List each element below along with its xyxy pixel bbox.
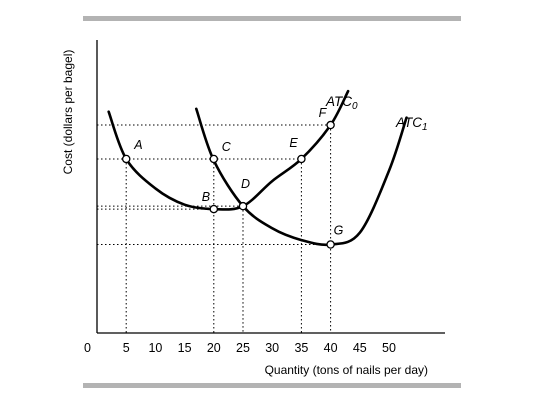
atc0-label-sub: 0 bbox=[352, 101, 358, 112]
x-tick-label: 10 bbox=[148, 341, 162, 355]
x-tick-label: 5 bbox=[123, 341, 130, 355]
point-label-d: D bbox=[241, 177, 250, 191]
x-tick-label: 30 bbox=[265, 341, 279, 355]
points: A B C D E F G bbox=[121, 106, 344, 249]
atc1-label: ATC1 bbox=[395, 115, 428, 133]
origin-label: 0 bbox=[84, 341, 91, 355]
point-e bbox=[297, 154, 306, 164]
point-b bbox=[209, 204, 219, 214]
atc0-label-main: ATC bbox=[325, 94, 352, 109]
point-a bbox=[121, 154, 131, 164]
x-tick-label: 40 bbox=[324, 341, 338, 355]
y-axis-label: Cost (dollars per bagel) bbox=[61, 50, 75, 175]
point-label-g: G bbox=[334, 224, 344, 238]
point-label-e: E bbox=[289, 136, 298, 150]
x-tick-label: 35 bbox=[294, 341, 308, 355]
x-axis-label: Quantity (tons of nails per day) bbox=[265, 363, 428, 377]
curve-atc0 bbox=[107, 89, 350, 211]
curve-atc1 bbox=[194, 107, 408, 247]
point-label-a: A bbox=[133, 138, 142, 152]
point-c bbox=[209, 154, 219, 164]
point-f bbox=[326, 120, 335, 130]
atc0-label: ATC0 bbox=[325, 94, 358, 112]
x-tick-label: 20 bbox=[207, 341, 221, 355]
guide-lines bbox=[97, 124, 332, 333]
x-tick-label: 45 bbox=[353, 341, 367, 355]
point-label-f: F bbox=[319, 106, 328, 120]
x-tick-label: 25 bbox=[236, 341, 250, 355]
point-d bbox=[238, 201, 248, 211]
atc1-label-sub: 1 bbox=[422, 122, 428, 133]
x-tick-label: 15 bbox=[178, 341, 192, 355]
bottom-rule bbox=[83, 383, 461, 388]
x-tick-labels: 5 10 15 20 25 30 35 40 45 50 bbox=[123, 341, 396, 355]
point-g bbox=[326, 240, 335, 249]
top-rule bbox=[83, 16, 461, 21]
curves bbox=[107, 89, 408, 247]
atc1-label-main: ATC bbox=[395, 115, 422, 130]
point-label-c: C bbox=[222, 140, 232, 154]
x-tick-label: 50 bbox=[382, 341, 396, 355]
point-label-b: B bbox=[202, 190, 210, 204]
